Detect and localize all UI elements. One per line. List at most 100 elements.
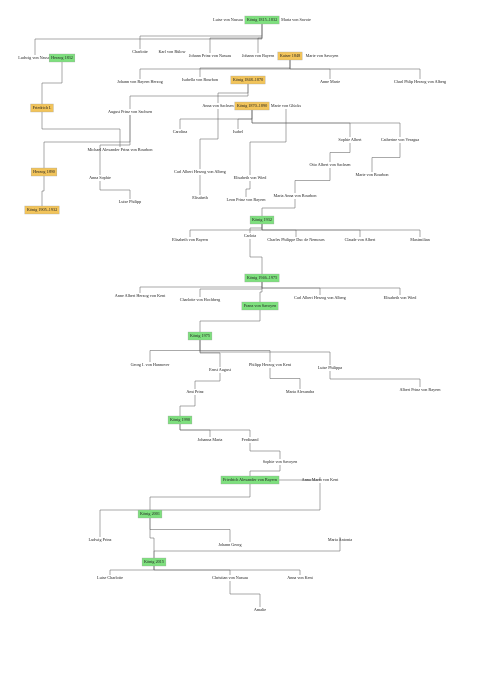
person-node: Friedrich Alexander von Bayern [220,475,280,485]
person-node: Maria von Savoie [281,17,311,22]
person-node: König 1870–1890 [234,101,270,111]
highlight-box [30,103,54,113]
person-name: Luise von Nassau [213,17,244,22]
person-name: Elisabeth von Bayern [172,237,209,242]
person-node: Maria Alexandra [286,389,314,394]
person-node: Christian von Nassau [212,575,249,580]
person-name: Ludwig Prinz [89,537,112,542]
reign-label: Friedrich Alexander von Bayern [223,477,278,482]
person-name: Elisabeth von Wied [384,295,418,300]
highlight-box [141,557,167,567]
reign-label: König 2015 [144,559,164,564]
person-name: Charlotte [132,49,148,54]
person-name: Anna von Sachsen [202,103,234,108]
person-node: Herzog 1890 [30,167,58,177]
person-node: König 1815–1832 [244,15,280,25]
connector [194,373,221,389]
connector [269,368,301,389]
person-node: Amalie [254,607,266,612]
person-name: Sophie Albert [338,137,362,142]
person-name: Luise Charlotte [97,575,123,580]
person-node: Luise von Nassau [213,17,244,22]
person-node: Charles Philippe Duc de Nemours [267,237,325,242]
person-name: Maria Antonia [328,537,352,542]
person-name: Isabella von Bourbon [182,77,219,82]
reign-label: Friedrich I. [33,105,52,110]
person-name: Johann von Bayern [242,53,275,58]
highlight-box [137,509,163,519]
person-node: Franz von Savoyen [241,301,279,311]
person-name: Maria von Savoie [281,17,311,22]
connector [294,168,331,193]
person-node: Maximilian [410,237,430,242]
connector [289,59,421,79]
highlight-box [48,53,76,63]
person-name: Carl Albert Herzog von Alberg [294,295,347,300]
person-name: Catherine von Veragua [381,137,419,142]
person-name: Amt Prinz [186,389,203,394]
connector [217,83,249,103]
person-name: Carl Albert Herzog von Alberg [174,169,227,174]
person-name: Anne Albert Herzog von Kent [115,293,166,298]
connector [199,109,219,169]
connector [249,109,287,175]
person-node: Ferdinand [242,437,260,442]
person-name: Philipp Herzog von Kent [249,362,292,367]
connector [249,239,263,275]
reign-label: Franz von Savoyen [244,303,277,308]
person-name: Johanna Maria [198,437,223,442]
person-node: Sophie Albert [338,137,362,142]
person-name: Charl Phlip Herzog von Alberg [394,79,447,84]
connector [249,443,281,459]
person-node: Georg I. von Hannover [131,362,170,367]
person-node: Amt Prinz [186,389,203,394]
highlight-box [24,205,60,215]
connector [109,565,155,575]
connector [199,309,261,333]
connector [371,143,401,172]
connector [209,23,263,53]
person-name: Johann Georg [218,542,242,547]
person-name: Christian von Nassau [212,575,249,580]
highlight-box [249,215,275,225]
reign-label: König 2001 [140,511,160,516]
person-node: Maria Anna von Bourbon [274,193,318,198]
person-name: Anna Maria von Kent [302,477,339,482]
highlight-box [234,101,270,111]
person-name: Carlota [244,233,256,238]
person-name: Maria Alexandra [286,389,314,394]
person-name: Marie von Bourbon [355,172,389,177]
person-name: Leon Prinz von Bayern [227,197,267,202]
person-node: Luise Philipp [119,199,141,204]
connector [149,517,155,559]
person-node: Anna Maria von Kent [302,477,339,482]
reign-label: König 1815–1832 [247,17,277,22]
person-name: Johann von Bayern Herzog [117,79,164,84]
person-name: Luise Philippa [318,365,342,370]
connector [99,181,131,199]
connector [261,281,401,295]
person-node: Elisabeth von Wied [384,295,418,300]
person-name: Claude von Albert [345,237,377,242]
person-node: Claude von Albert [345,237,377,242]
connector [229,581,261,607]
person-name: Albert Prinz von Bayern [399,387,441,392]
connector [249,223,263,233]
person-node: Philipp Herzog von Kent [249,362,292,367]
connector [149,517,231,542]
person-node: Anna von Kent [287,575,313,580]
person-name: Luise Philipp [119,199,141,204]
person-name: Anna Sophie [89,175,111,180]
connector [245,181,251,197]
person-node: Anna Sophie [89,175,111,180]
reign-label: König 1932 [252,217,272,222]
connector [41,111,121,147]
connector [199,339,331,365]
person-node: Johann Georg [218,542,242,547]
person-name: Isabel [233,129,244,134]
person-node: Anne Albert Herzog von Kent [115,293,166,298]
person-name: August Prinz von Sachsen [108,109,153,114]
highlight-box [244,15,280,25]
person-node: König 1975 [187,331,213,341]
person-node: Luise Philippa [318,365,342,370]
